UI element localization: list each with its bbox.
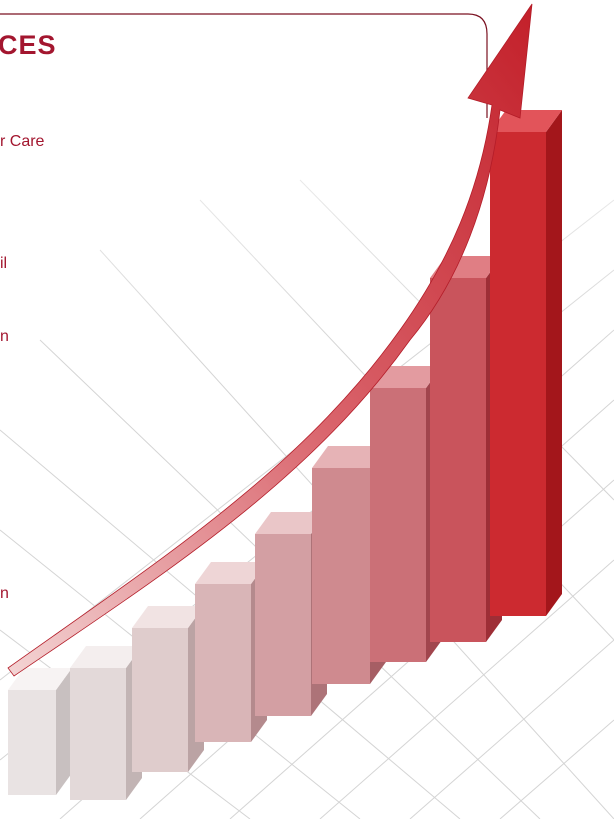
bar-face — [195, 562, 267, 584]
list-item: il — [0, 255, 7, 272]
bar-face — [490, 132, 546, 616]
bar-face — [132, 628, 188, 772]
bar-face — [255, 512, 327, 534]
list-item: n — [0, 585, 9, 602]
growth-arrow — [7, 3, 533, 677]
frame-border — [0, 13, 488, 118]
bar-face — [490, 110, 562, 132]
bar-face — [546, 110, 562, 616]
bar-face — [56, 668, 72, 795]
bar-face — [370, 366, 442, 388]
bar-face — [370, 388, 426, 662]
bar-face — [195, 584, 251, 742]
list-item: r Care — [0, 133, 45, 150]
bar-face — [312, 468, 370, 684]
bar-face — [430, 278, 486, 642]
bar-face — [70, 668, 126, 800]
bar-face — [70, 646, 142, 668]
bar-graphic — [8, 110, 562, 800]
bar-face — [255, 534, 311, 716]
list-item: n — [0, 328, 9, 345]
bar-face — [312, 446, 386, 468]
bar-face — [132, 606, 204, 628]
bar-face — [8, 690, 56, 795]
section-title: CES — [0, 30, 57, 60]
bar-face — [8, 668, 72, 690]
